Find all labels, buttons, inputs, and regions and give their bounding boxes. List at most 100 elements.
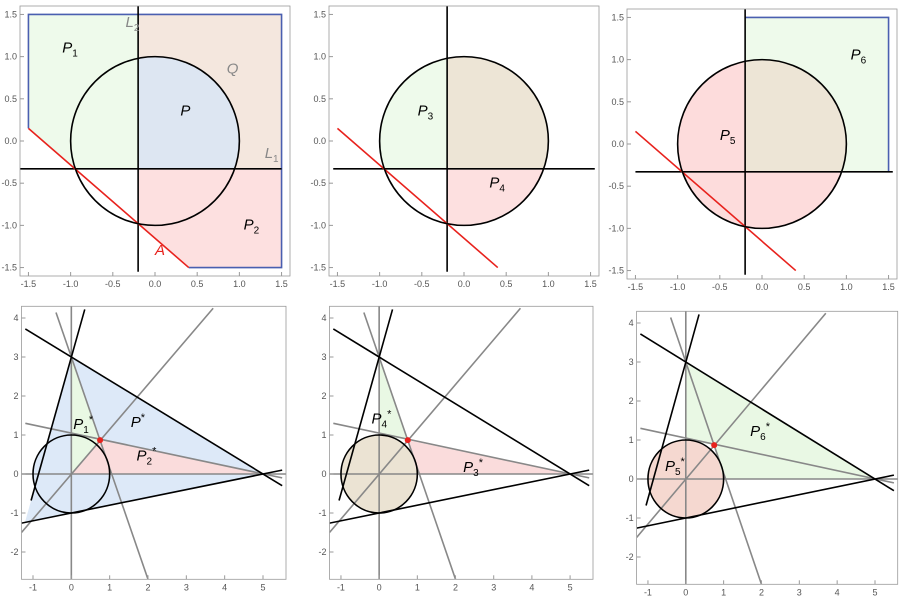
y-tick-label: -1.0 bbox=[310, 220, 326, 230]
region-label: P* bbox=[131, 412, 146, 431]
x-tick-label: 4 bbox=[835, 587, 840, 597]
line bbox=[333, 422, 590, 479]
line bbox=[27, 13, 283, 269]
x-tick-label: -1 bbox=[29, 582, 37, 592]
label-sub: 2 bbox=[134, 23, 140, 34]
label-text: P bbox=[750, 423, 760, 440]
y-tick-label: 2 bbox=[13, 391, 18, 401]
x-tick-label: 0 bbox=[683, 587, 688, 597]
line bbox=[745, 16, 890, 172]
x-tick-label: -1.0 bbox=[670, 282, 686, 292]
label-text: P bbox=[62, 39, 72, 56]
plot-area bbox=[636, 311, 898, 585]
region-label: L2 bbox=[125, 14, 139, 34]
label-sup: * bbox=[89, 414, 94, 426]
y-tick-label: -1 bbox=[318, 508, 326, 518]
y-tick-label: 1.0 bbox=[313, 52, 326, 62]
y-tick-label: 1 bbox=[321, 430, 326, 440]
region bbox=[447, 56, 549, 169]
y-tick-label: 1.5 bbox=[313, 9, 326, 19]
circle bbox=[32, 434, 111, 514]
circle bbox=[340, 434, 419, 514]
frame bbox=[21, 305, 287, 580]
region bbox=[28, 14, 139, 169]
region-label: A bbox=[154, 242, 165, 259]
x-tick-label: 4 bbox=[529, 582, 534, 592]
x-tick-label: -1 bbox=[644, 587, 652, 597]
line bbox=[636, 474, 895, 529]
plot-area bbox=[21, 306, 286, 580]
region-label: P6* bbox=[750, 421, 771, 443]
y-tick-label: -1.5 bbox=[1, 263, 17, 273]
circle bbox=[676, 58, 848, 230]
region bbox=[138, 56, 240, 169]
circle bbox=[378, 55, 550, 227]
x-tick-label: 1.0 bbox=[840, 282, 853, 292]
label-sub: 2 bbox=[147, 456, 153, 467]
y-tick-label: 3 bbox=[629, 357, 634, 367]
x-tick-label: 1.0 bbox=[233, 279, 246, 289]
label-sub: 6 bbox=[861, 56, 867, 67]
y-tick-label: 4 bbox=[629, 318, 634, 328]
line bbox=[336, 127, 499, 269]
label-sup: * bbox=[387, 408, 392, 420]
point bbox=[711, 442, 718, 449]
x-tick-label: 2 bbox=[145, 582, 150, 592]
region bbox=[71, 440, 263, 474]
frame bbox=[636, 310, 899, 585]
region-label: P1* bbox=[73, 414, 94, 436]
x-tick-label: -0.5 bbox=[712, 282, 728, 292]
y-tick-label: 2 bbox=[629, 396, 634, 406]
label-text: P bbox=[851, 47, 861, 64]
label-text: A bbox=[154, 242, 165, 259]
region-label: P2* bbox=[137, 445, 158, 467]
plot-area bbox=[329, 306, 593, 580]
plot-area bbox=[634, 9, 893, 275]
label-sub: 1 bbox=[273, 154, 279, 165]
plot-area bbox=[20, 6, 283, 272]
x-tick-label: 0.0 bbox=[756, 282, 769, 292]
y-tick-label: -2 bbox=[626, 552, 634, 562]
y-tick-label: 0.5 bbox=[4, 94, 17, 104]
x-tick-label: 0.5 bbox=[798, 282, 811, 292]
label-text: P bbox=[372, 410, 382, 427]
line bbox=[329, 469, 590, 524]
x-tick-label: 5 bbox=[260, 582, 265, 592]
line bbox=[640, 427, 895, 484]
y-tick-label: 0 bbox=[629, 474, 634, 484]
y-tick-label: 4 bbox=[13, 313, 18, 323]
line bbox=[329, 307, 522, 534]
x-tick-label: 5 bbox=[872, 587, 877, 597]
x-tick-label: -1.5 bbox=[628, 282, 644, 292]
frame bbox=[329, 305, 594, 580]
label-text: P bbox=[180, 103, 190, 120]
x-tick-label: 1.5 bbox=[882, 282, 895, 292]
x-tick-label: 1 bbox=[721, 587, 726, 597]
x-tick-label: -1.0 bbox=[372, 279, 388, 289]
label-sup: * bbox=[766, 421, 771, 433]
y-tick-label: 2 bbox=[321, 391, 326, 401]
circle bbox=[69, 55, 241, 227]
region-label: P4 bbox=[489, 174, 505, 194]
region-label: P6 bbox=[851, 47, 867, 67]
x-tick-label: -1 bbox=[337, 582, 345, 592]
x-tick-label: -0.5 bbox=[105, 279, 121, 289]
region-label: P2 bbox=[244, 217, 260, 237]
region-label: Q bbox=[227, 61, 239, 78]
y-tick-label: 3 bbox=[321, 352, 326, 362]
label-sub: 5 bbox=[675, 467, 681, 478]
label-text: P bbox=[720, 127, 730, 144]
y-tick-label: 1.0 bbox=[611, 55, 624, 65]
label-text: L bbox=[265, 145, 273, 162]
label-text: P bbox=[73, 416, 83, 433]
region-label: P1 bbox=[62, 39, 78, 59]
label-sub: 2 bbox=[254, 226, 260, 237]
point bbox=[97, 437, 104, 444]
region-label: P4* bbox=[372, 408, 393, 430]
y-tick-label: -0.5 bbox=[608, 181, 624, 191]
line bbox=[21, 307, 214, 534]
label-sub: 3 bbox=[428, 112, 434, 123]
x-tick-label: 0.5 bbox=[500, 279, 513, 289]
